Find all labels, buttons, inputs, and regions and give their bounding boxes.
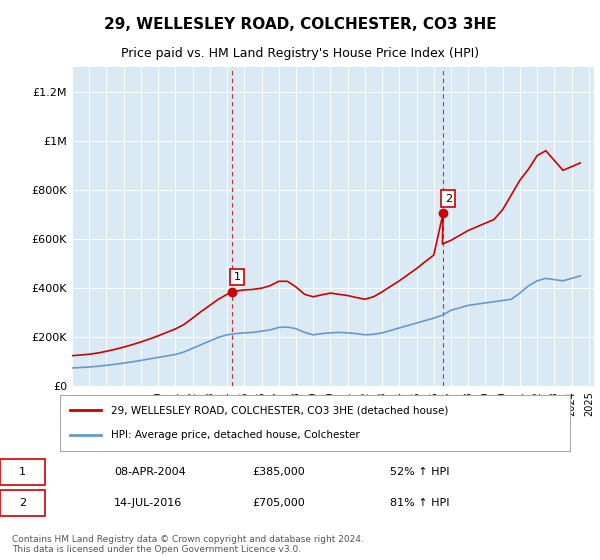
Text: 1: 1 xyxy=(233,272,241,282)
Text: HPI: Average price, detached house, Colchester: HPI: Average price, detached house, Colc… xyxy=(111,430,360,440)
Text: Price paid vs. HM Land Registry's House Price Index (HPI): Price paid vs. HM Land Registry's House … xyxy=(121,47,479,60)
Text: 81% ↑ HPI: 81% ↑ HPI xyxy=(390,498,449,507)
Text: Contains HM Land Registry data © Crown copyright and database right 2024.
This d: Contains HM Land Registry data © Crown c… xyxy=(12,534,364,554)
Text: 52% ↑ HPI: 52% ↑ HPI xyxy=(390,467,449,477)
Text: 2: 2 xyxy=(19,498,26,507)
Text: 2: 2 xyxy=(445,194,452,204)
FancyBboxPatch shape xyxy=(0,459,45,485)
Text: 1: 1 xyxy=(19,467,26,477)
FancyBboxPatch shape xyxy=(0,490,45,516)
Text: 14-JUL-2016: 14-JUL-2016 xyxy=(114,498,182,507)
Text: £705,000: £705,000 xyxy=(252,498,305,507)
Text: 29, WELLESLEY ROAD, COLCHESTER, CO3 3HE: 29, WELLESLEY ROAD, COLCHESTER, CO3 3HE xyxy=(104,17,496,32)
Text: 29, WELLESLEY ROAD, COLCHESTER, CO3 3HE (detached house): 29, WELLESLEY ROAD, COLCHESTER, CO3 3HE … xyxy=(111,405,448,416)
Text: £385,000: £385,000 xyxy=(252,467,305,477)
Text: 08-APR-2004: 08-APR-2004 xyxy=(114,467,186,477)
